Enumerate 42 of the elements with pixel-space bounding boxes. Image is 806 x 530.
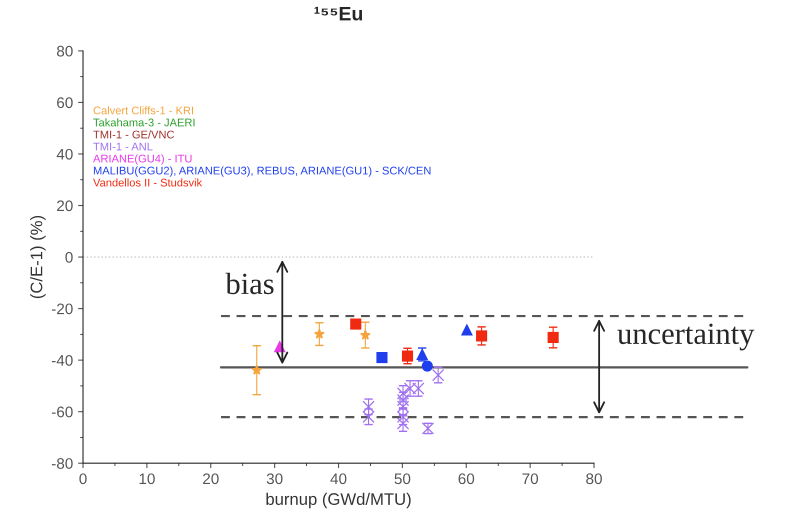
y-tick-label: -20 <box>52 303 73 314</box>
text: MALIBU(GGU2), ARIANE(GU3), REBUS, ARIANE(GU1) - SCK/CEN <box>94 166 430 177</box>
y-tick-label: -40 <box>52 355 73 366</box>
x-tick-label: 10 <box>140 473 155 484</box>
text: TMI-1 - ANL <box>93 142 153 150</box>
point <box>360 330 371 340</box>
y-axis-title: (C/E-1) (%) <box>30 216 46 298</box>
y-tick-label: 80 <box>56 46 73 57</box>
x-tick-label: 40 <box>330 473 346 484</box>
point <box>548 332 559 344</box>
text: Calvert Cliffs-1 - KRI <box>94 106 194 114</box>
point <box>350 318 362 330</box>
text: ARIANE(GU4) - ITU <box>93 154 192 165</box>
y-tick-label: 20 <box>57 200 73 212</box>
point <box>422 360 433 372</box>
point <box>402 350 414 362</box>
x-tick-label: 20 <box>203 473 219 484</box>
point <box>461 324 472 336</box>
x-tick-label: 0 <box>79 473 87 484</box>
annotation: bias <box>225 272 274 294</box>
x-tick-label: 70 <box>522 473 538 484</box>
chart-title: ¹⁵⁵Eu <box>314 6 362 21</box>
legend-label: TMI-1 - GE/VNC <box>93 130 174 138</box>
text: uncertainty <box>617 324 754 350</box>
text: Vandellos II - Studsvik <box>93 178 202 187</box>
point <box>251 364 262 375</box>
x-tick-label: 60 <box>458 473 474 484</box>
x-tick-label: 50 <box>394 473 410 484</box>
point <box>432 368 444 382</box>
point <box>314 328 325 339</box>
y-tick-label: 0 <box>65 252 73 263</box>
legend-label: Takahama-3 - JAERI <box>93 118 194 126</box>
y-tick-label: -60 <box>52 406 73 418</box>
x-axis-title: burnup (GWd/MTU) <box>266 492 411 508</box>
x-tick-label: 80 <box>586 473 602 484</box>
x-tick-label: 30 <box>266 473 283 484</box>
y-tick-label: 40 <box>56 148 73 160</box>
y-tick-label: 60 <box>57 97 73 108</box>
y-tick-label: -80 <box>52 458 73 469</box>
point <box>476 330 488 342</box>
point <box>376 352 388 364</box>
point <box>362 400 375 413</box>
